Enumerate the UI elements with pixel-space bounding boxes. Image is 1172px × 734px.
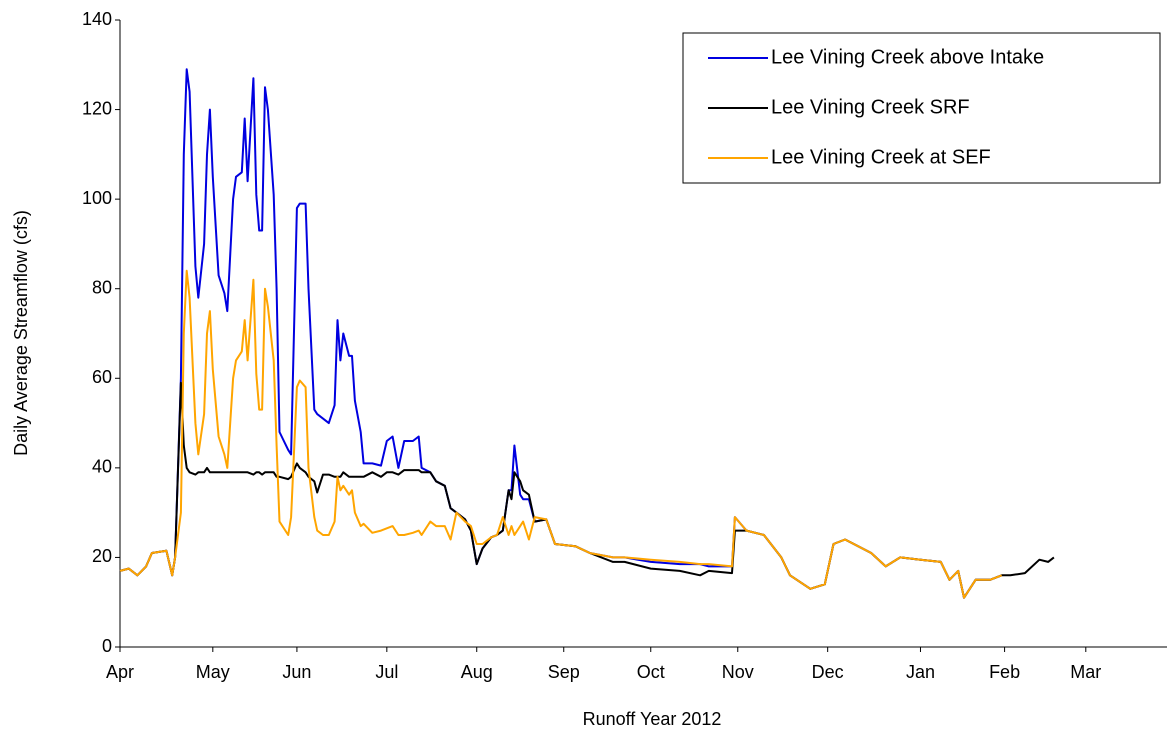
y-axis-title: Daily Average Streamflow (cfs) <box>11 210 31 456</box>
x-axis-title: Runoff Year 2012 <box>583 709 722 729</box>
series-line <box>119 269 1003 599</box>
y-tick-label: 40 <box>92 457 112 477</box>
x-tick-label: Jun <box>282 662 311 682</box>
legend-label: Lee Vining Creek at SEF <box>771 146 991 168</box>
y-tick-label: 20 <box>92 546 112 566</box>
x-tick-label: Aug <box>461 662 493 682</box>
legend-label: Lee Vining Creek SRF <box>771 96 970 118</box>
legend-label: Lee Vining Creek above Intake <box>771 46 1044 68</box>
x-tick-label: Dec <box>812 662 844 682</box>
y-tick-label: 140 <box>82 9 112 29</box>
y-tick-label: 100 <box>82 188 112 208</box>
y-tick-label: 60 <box>92 367 112 387</box>
x-tick-label: Apr <box>106 662 134 682</box>
series-line <box>119 381 1055 599</box>
x-tick-label: Oct <box>637 662 665 682</box>
x-tick-label: Jan <box>906 662 935 682</box>
y-tick-label: 80 <box>92 277 112 297</box>
y-tick-label: 120 <box>82 98 112 118</box>
x-tick-label: Jul <box>375 662 398 682</box>
x-tick-label: Mar <box>1070 662 1101 682</box>
x-tick-label: Feb <box>989 662 1020 682</box>
y-tick-label: 0 <box>102 636 112 656</box>
x-tick-label: Nov <box>722 662 754 682</box>
x-tick-label: May <box>196 662 230 682</box>
x-tick-label: Sep <box>548 662 580 682</box>
